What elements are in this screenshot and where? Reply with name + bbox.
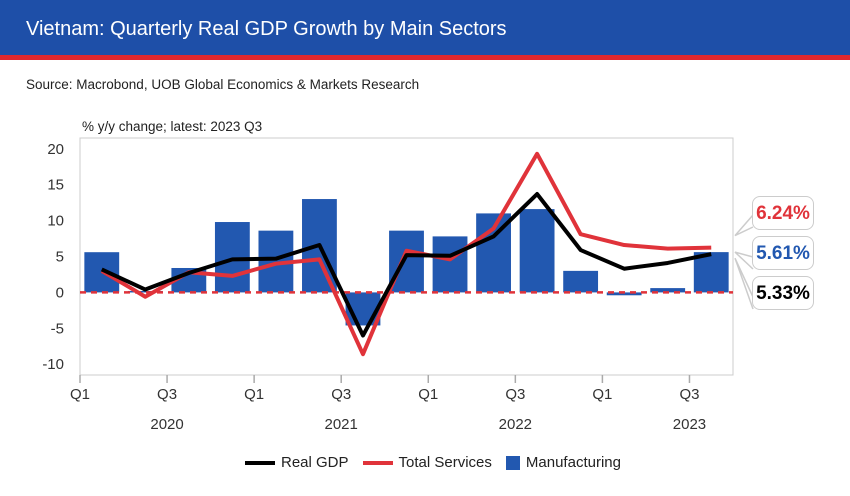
legend-item-gdp: Real GDP bbox=[245, 454, 349, 471]
x-tick-label: Q3 bbox=[679, 386, 699, 403]
x-tick-label: Q1 bbox=[592, 386, 612, 403]
y-tick-label: 15 bbox=[47, 177, 64, 194]
legend-item-manufacturing: Manufacturing bbox=[505, 454, 621, 471]
y-tick-label: 0 bbox=[56, 284, 64, 301]
callout-pointer bbox=[734, 251, 754, 270]
x-tick-label: Q3 bbox=[505, 386, 525, 403]
label-services-latest: 6.24% bbox=[752, 196, 814, 230]
legend-label: Real GDP bbox=[281, 454, 349, 471]
legend-swatch bbox=[362, 460, 393, 465]
label-manufacturing-latest: 5.61% bbox=[752, 236, 814, 270]
legend-swatch bbox=[245, 460, 275, 465]
x-tick-label: Q1 bbox=[244, 386, 264, 403]
y-tick-label: 20 bbox=[47, 141, 64, 158]
source-note: Source: Macrobond, UOB Global Economics … bbox=[26, 77, 420, 92]
year-label: 2022 bbox=[499, 416, 532, 433]
label-gdp-latest: 5.33% bbox=[752, 276, 814, 310]
bar-manufacturing bbox=[693, 252, 729, 293]
title-banner: Vietnam: Quarterly Real GDP Growth by Ma… bbox=[0, 0, 850, 60]
year-label: 2023 bbox=[673, 416, 706, 433]
legend-item-services: Total Services bbox=[362, 454, 492, 471]
callout-pointer bbox=[734, 257, 754, 310]
callout-pointer bbox=[734, 214, 754, 237]
x-tick-label: Q1 bbox=[418, 386, 438, 403]
y-tick-label: 10 bbox=[47, 213, 64, 230]
year-label: 2021 bbox=[325, 416, 358, 433]
x-tick-label: Q3 bbox=[331, 386, 351, 403]
bar-manufacturing bbox=[127, 290, 163, 293]
bar-manufacturing bbox=[432, 236, 468, 293]
legend-swatch bbox=[505, 455, 520, 470]
line-total-services bbox=[100, 151, 712, 357]
legend-label: Total Services bbox=[398, 454, 492, 471]
chart-title: Vietnam: Quarterly Real GDP Growth by Ma… bbox=[26, 18, 507, 40]
x-tick-label: Q1 bbox=[70, 386, 90, 403]
line-real-gdp bbox=[100, 192, 712, 338]
plot-frame bbox=[79, 137, 734, 376]
legend-label: Manufacturing bbox=[525, 454, 621, 471]
legend: Real GDP Total Services Manufacturing bbox=[245, 454, 621, 471]
x-tick-label: Q3 bbox=[157, 386, 177, 403]
y-tick-label: 5 bbox=[56, 249, 64, 266]
bar-manufacturing bbox=[650, 288, 686, 293]
y-tick-label: -5 bbox=[51, 320, 64, 337]
bar-manufacturing bbox=[563, 270, 599, 293]
year-label: 2020 bbox=[150, 416, 183, 433]
bar-manufacturing bbox=[606, 292, 642, 296]
y-tick-label: -10 bbox=[42, 356, 64, 373]
bar-manufacturing bbox=[519, 209, 555, 293]
chart-subtitle: % y/y change; latest: 2023 Q3 bbox=[82, 119, 262, 134]
